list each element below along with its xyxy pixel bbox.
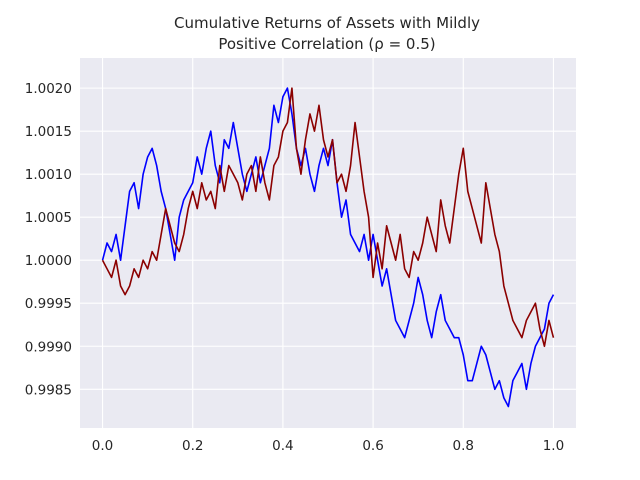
x-tick-label: 0.0 xyxy=(92,438,113,454)
series-line-2 xyxy=(101,87,555,348)
plot-area xyxy=(80,58,576,428)
y-tick-label: 1.0005 xyxy=(25,210,72,226)
x-tick-label: 0.6 xyxy=(362,438,383,454)
series-layer xyxy=(101,87,555,408)
x-tick-label: 1.0 xyxy=(543,438,564,454)
grid-layer xyxy=(80,58,576,428)
y-tick-label: 1.0015 xyxy=(25,124,72,140)
y-tick-label: 0.9995 xyxy=(25,296,72,312)
series-line-1 xyxy=(101,87,555,408)
x-tick-label: 0.4 xyxy=(272,438,293,454)
x-tick-label: 0.8 xyxy=(453,438,474,454)
x-tick-label: 0.2 xyxy=(182,438,203,454)
y-tick-label: 1.0020 xyxy=(25,81,72,97)
y-tick-label: 1.0000 xyxy=(25,253,72,269)
y-tick-label: 0.9990 xyxy=(25,339,72,355)
y-tick-label: 0.9985 xyxy=(25,382,72,398)
y-tick-label: 1.0010 xyxy=(25,167,72,183)
chart-title-line-2: Positive Correlation (ρ = 0.5) xyxy=(218,35,435,53)
tick-layer: 0.0 0.2 0.4 0.6 0.8 1.0 0.9985 0.9990 0.9995 1.00… xyxy=(25,81,564,454)
chart-title-line-1: Cumulative Returns of Assets with Mildly xyxy=(174,14,480,32)
